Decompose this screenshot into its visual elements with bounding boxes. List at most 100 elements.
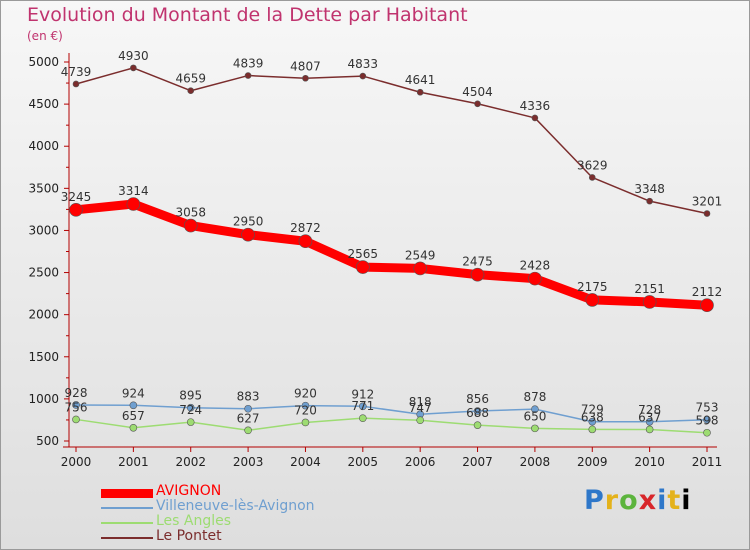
data-point	[473, 407, 482, 415]
data-label: 747	[409, 401, 432, 415]
data-label: 920	[294, 387, 317, 401]
x-tick-label: 2002	[175, 455, 206, 469]
x-tick-label: 2010	[634, 455, 665, 469]
data-point	[585, 293, 600, 307]
data-label: 4807	[290, 59, 321, 73]
data-label: 2950	[233, 215, 264, 229]
legend-label: Villeneuve-lès-Avignon	[156, 498, 315, 514]
data-point	[126, 197, 141, 211]
data-point	[416, 88, 424, 96]
legend-label: AVIGNON	[156, 483, 222, 499]
data-label: 883	[237, 390, 260, 404]
data-label: 4930	[118, 49, 149, 63]
data-point	[359, 72, 367, 80]
legend-swatch	[101, 522, 153, 524]
x-tick-label: 2003	[233, 455, 264, 469]
data-label: 3245	[61, 190, 92, 204]
data-point	[359, 414, 367, 422]
data-point	[531, 114, 539, 122]
y-tick-label: 500	[36, 434, 59, 448]
data-point	[588, 425, 597, 434]
data-label: 4641	[405, 73, 436, 87]
data-label: 818	[409, 395, 432, 409]
legend-swatch	[101, 507, 153, 509]
data-label: 3058	[175, 206, 206, 220]
x-tick-label: 2001	[118, 455, 149, 469]
data-label: 771	[351, 399, 374, 413]
data-point	[531, 424, 539, 433]
x-tick-label: 2009	[577, 455, 608, 469]
y-tick-label: 4000	[28, 139, 59, 153]
data-point	[703, 210, 711, 217]
data-point	[588, 417, 597, 426]
data-point	[72, 415, 80, 424]
data-label: 2112	[692, 285, 723, 299]
x-tick-label: 2007	[462, 455, 493, 469]
data-label: 720	[294, 403, 317, 417]
data-label: 598	[696, 414, 719, 428]
series-line-2	[75, 417, 708, 434]
data-point	[301, 401, 310, 410]
x-tick-label: 2005	[348, 455, 379, 469]
data-point	[244, 404, 252, 413]
x-tick-label: 2004	[290, 455, 321, 469]
y-tick-label: 5000	[28, 55, 59, 69]
series-line-0	[71, 199, 712, 310]
data-label: 4659	[175, 72, 206, 86]
y-tick-label: 4500	[28, 97, 59, 111]
data-label: 688	[466, 406, 489, 420]
chart-title: Evolution du Montant de la Dette par Hab…	[27, 4, 468, 26]
y-tick-label: 1500	[28, 350, 59, 364]
data-label: 724	[179, 403, 202, 417]
proxiti-logo: Proxiti	[584, 485, 692, 516]
data-label: 856	[466, 392, 489, 406]
x-tick-label: 2000	[61, 455, 92, 469]
data-label: 2565	[348, 247, 379, 261]
data-label: 637	[638, 410, 661, 424]
data-point	[474, 100, 481, 108]
data-label: 4833	[348, 57, 379, 71]
data-point	[244, 72, 252, 79]
data-label: 728	[638, 403, 661, 417]
data-point	[700, 298, 714, 313]
x-tick-label: 2008	[520, 455, 551, 469]
data-point	[359, 402, 367, 411]
data-point	[301, 418, 310, 427]
y-tick-label: 2500	[28, 266, 59, 280]
data-point	[72, 401, 80, 409]
data-label: 2475	[462, 255, 493, 269]
data-point	[416, 416, 424, 424]
data-label: 4504	[462, 85, 493, 99]
data-point	[186, 403, 195, 412]
data-label: 4839	[233, 57, 264, 71]
data-point	[186, 418, 195, 426]
data-label: 3201	[692, 195, 723, 209]
data-label: 895	[179, 389, 202, 403]
data-label: 878	[523, 390, 546, 404]
data-point	[703, 415, 711, 424]
y-tick-label: 2000	[28, 308, 59, 322]
data-label: 3314	[118, 184, 149, 198]
data-point	[473, 421, 482, 429]
y-tick-label: 1000	[28, 392, 59, 406]
data-point	[646, 197, 653, 205]
data-point	[528, 271, 542, 286]
data-label: 924	[122, 386, 145, 400]
data-point	[703, 428, 711, 437]
y-tick-label: 3000	[28, 223, 59, 237]
legend-swatch	[101, 537, 153, 539]
data-label: 4336	[520, 99, 551, 113]
data-point	[298, 234, 313, 249]
series-line-3	[75, 67, 708, 215]
data-label: 2175	[577, 280, 608, 294]
data-point	[645, 417, 654, 426]
data-label: 753	[696, 401, 719, 415]
data-label: 638	[581, 410, 604, 424]
data-point	[129, 401, 138, 410]
legend-label: Le Pontet	[156, 528, 222, 544]
data-label: 2428	[520, 259, 551, 273]
data-point	[356, 260, 370, 274]
data-label: 627	[237, 411, 260, 425]
data-label: 2151	[634, 282, 665, 296]
